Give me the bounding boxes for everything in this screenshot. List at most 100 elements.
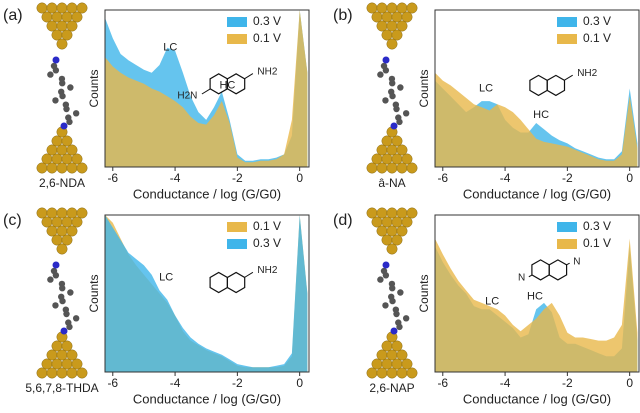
carbon-atom xyxy=(403,315,409,321)
gold-atom xyxy=(67,3,77,13)
x-tick-label: -6 xyxy=(437,376,448,390)
gold-atom xyxy=(62,359,72,369)
x-tick-label: -4 xyxy=(170,376,181,390)
gold-atom xyxy=(382,154,392,164)
gold-atom xyxy=(62,30,72,40)
gold-atom xyxy=(392,235,402,245)
n-atom xyxy=(61,328,68,335)
gold-atom xyxy=(387,208,397,218)
gold-atom xyxy=(57,39,67,49)
gold-atom xyxy=(397,208,407,218)
carbon-atom xyxy=(396,119,402,125)
gold-atom xyxy=(52,30,62,40)
carbon-atom xyxy=(73,315,79,321)
gold-atom xyxy=(372,154,382,164)
x-tick-label: -2 xyxy=(232,376,243,390)
peak-label: LC xyxy=(163,42,177,54)
carbon-atom xyxy=(52,302,58,308)
gold-atom xyxy=(42,154,52,164)
gold-atom xyxy=(397,163,407,173)
carbon-atom xyxy=(53,67,59,73)
n-atom xyxy=(391,123,398,130)
gold-atom xyxy=(57,368,67,378)
peak-label: HC xyxy=(527,291,543,303)
gold-atom xyxy=(382,217,392,227)
peak-label: HC xyxy=(533,109,549,121)
gold-atom xyxy=(57,145,67,155)
structure-label: N xyxy=(573,257,580,268)
gold-atom xyxy=(377,21,387,31)
carbon-atom xyxy=(67,84,73,90)
gold-atom xyxy=(62,136,72,146)
figure: (a)2,6-NDA-6-4-20Conductance / log (G/G0… xyxy=(0,0,640,408)
carbon-atom xyxy=(396,324,402,330)
gold-atom xyxy=(52,359,62,369)
legend-label: 0.3 V xyxy=(583,14,611,28)
structure-label: NH2 xyxy=(257,66,277,77)
gold-atom xyxy=(382,136,392,146)
legend-swatch xyxy=(227,239,247,249)
gold-atom xyxy=(37,163,47,173)
gold-atom xyxy=(382,235,392,245)
carbon-atom xyxy=(52,97,58,103)
gold-atom xyxy=(387,163,397,173)
structure-label: NH2 xyxy=(577,68,597,79)
ring xyxy=(227,273,244,293)
gold-atom xyxy=(402,12,412,22)
gold-atom xyxy=(367,163,377,173)
bond xyxy=(564,75,573,80)
gold-atom xyxy=(372,12,382,22)
gold-atom xyxy=(377,3,387,13)
n-atom xyxy=(53,57,60,64)
carbon-atom xyxy=(63,106,69,112)
gold-atom xyxy=(402,154,412,164)
gold-atom xyxy=(52,235,62,245)
gold-atom xyxy=(47,226,57,236)
gold-atom xyxy=(407,208,417,218)
x-tick-label: -4 xyxy=(500,171,511,185)
legend-swatch xyxy=(227,34,247,44)
n-atom xyxy=(383,57,390,64)
legend-swatch xyxy=(557,34,577,44)
n-atom xyxy=(53,262,60,269)
gold-atom xyxy=(387,145,397,155)
gold-atom xyxy=(382,341,392,351)
x-axis-title: Conductance / log (G/G0) xyxy=(133,391,281,406)
carbon-atom xyxy=(47,71,53,77)
ring xyxy=(532,260,549,280)
bond xyxy=(202,89,211,94)
gold-atom xyxy=(42,359,52,369)
ring xyxy=(530,75,547,95)
carbon-atom xyxy=(377,71,383,77)
gold-atom xyxy=(72,359,82,369)
carbon-atom xyxy=(66,324,72,330)
molecule-label: â-NA xyxy=(378,176,405,190)
gold-atom xyxy=(57,21,67,31)
gold-atom xyxy=(397,3,407,13)
carbon-atom xyxy=(383,272,389,278)
gold-atom xyxy=(367,368,377,378)
gold-atom xyxy=(367,3,377,13)
gold-atom xyxy=(377,163,387,173)
carbon-atom xyxy=(59,298,65,304)
gold-atom xyxy=(67,163,77,173)
carbon-atom xyxy=(389,285,395,291)
gold-atom xyxy=(67,145,77,155)
gold-atom xyxy=(397,350,407,360)
n-atom xyxy=(391,328,398,335)
gold-atom xyxy=(372,359,382,369)
carbon-atom xyxy=(67,289,73,295)
gold-atom xyxy=(47,368,57,378)
carbon-atom xyxy=(59,285,65,291)
panel-label: (b) xyxy=(333,7,353,24)
carbon-atom xyxy=(377,276,383,282)
x-tick-label: 0 xyxy=(626,376,633,390)
carbon-atom xyxy=(73,110,79,116)
gold-atom xyxy=(377,208,387,218)
gold-atom xyxy=(62,235,72,245)
gold-atom xyxy=(77,163,87,173)
x-tick-label: 0 xyxy=(296,376,303,390)
carbon-atom xyxy=(59,80,65,86)
gold-atom xyxy=(377,368,387,378)
gold-atom xyxy=(407,3,417,13)
